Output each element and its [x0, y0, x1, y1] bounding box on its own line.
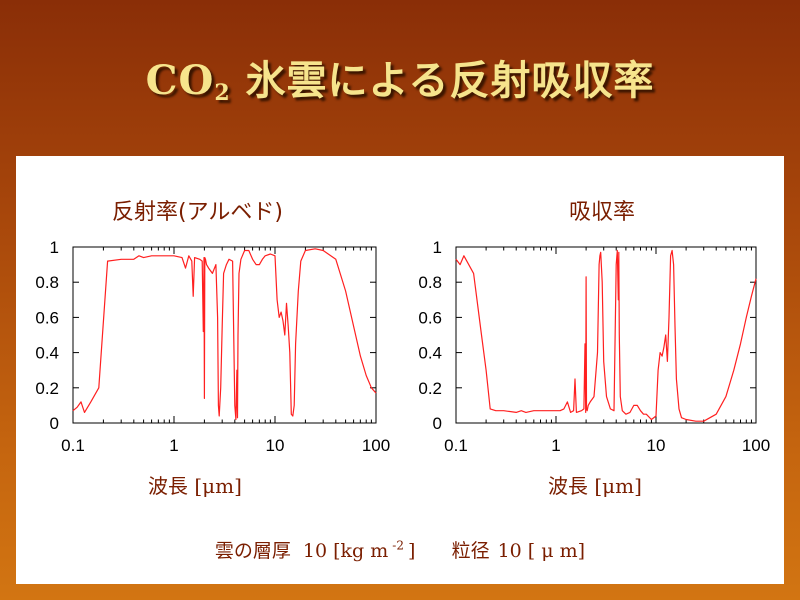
albedo-y-tick-label: 0.2 — [35, 379, 59, 398]
absorption-x-axis-label: 波長 [μm] — [548, 474, 642, 498]
footer-size-label: 粒径 — [451, 540, 490, 562]
absorption-x-tick-label: 100 — [742, 436, 770, 455]
absorption-y-tick-label: 0 — [433, 414, 442, 433]
absorption-y-tick-label: 0.2 — [418, 379, 442, 398]
albedo-series-line — [72, 248, 377, 421]
absorption-y-tick-label: 0.6 — [418, 308, 442, 327]
albedo-x-tick-label: 0.1 — [61, 436, 85, 455]
title-subscript: 2 — [214, 80, 231, 106]
absorption-plot-frame — [455, 246, 757, 424]
absorption-x-tick-label: 10 — [647, 436, 666, 455]
albedo-plot-frame — [72, 246, 377, 424]
footer-thickness-exponent: -2 — [392, 538, 404, 553]
absorption-y-tick-label: 0.4 — [418, 344, 442, 363]
albedo-x-tick-label: 1 — [169, 436, 178, 455]
title-rest: 氷雲による反射吸収率 — [230, 57, 655, 104]
albedo-x-tick-label: 100 — [362, 436, 390, 455]
albedo-y-tick-label: 0.4 — [35, 344, 59, 363]
albedo-y-tick-label: 0.6 — [35, 308, 59, 327]
footer-thickness-value: 10 [kg m -2] — [302, 538, 416, 562]
albedo-y-tick-label: 1 — [50, 238, 59, 257]
absorption-chart-title: 吸収率 — [569, 200, 636, 225]
footer-thickness-label: 雲の層厚 — [214, 540, 291, 562]
albedo-chart: 0 0.2 0.4 0.6 0.8 1 0.1 1 10 100 0 0.2 0.4 0.6 0.8 1 0.1… — [35, 238, 770, 455]
absorption-x-tick-label: 0.1 — [444, 436, 468, 455]
albedo-chart-title: 反射率(アルベド) — [112, 200, 283, 225]
footer-size-value: 10 [ μ m] — [497, 540, 586, 562]
content-panel: 反射率(アルベド) 吸収率 0 0.2 0.4 0.6 0.8 1 0.1 1 10 100 0 0.… — [16, 156, 784, 584]
absorption-series-line — [455, 249, 757, 422]
albedo-x-tick-label: 10 — [266, 436, 285, 455]
absorption-x-tick-label: 1 — [551, 436, 560, 455]
footer-caption: 雲の層厚 10 [kg m -2] 粒径 10 [ μ m] — [16, 536, 784, 563]
albedo-x-axis-label: 波長 [μm] — [148, 474, 242, 498]
absorption-y-tick-label: 0.8 — [418, 273, 442, 292]
albedo-y-tick-label: 0 — [50, 414, 59, 433]
slide-title: CO2 氷雲による反射吸収率 — [0, 48, 800, 106]
title-prefix: CO — [145, 57, 215, 104]
albedo-y-tick-label: 0.8 — [35, 273, 59, 292]
absorption-y-tick-label: 1 — [433, 238, 442, 257]
